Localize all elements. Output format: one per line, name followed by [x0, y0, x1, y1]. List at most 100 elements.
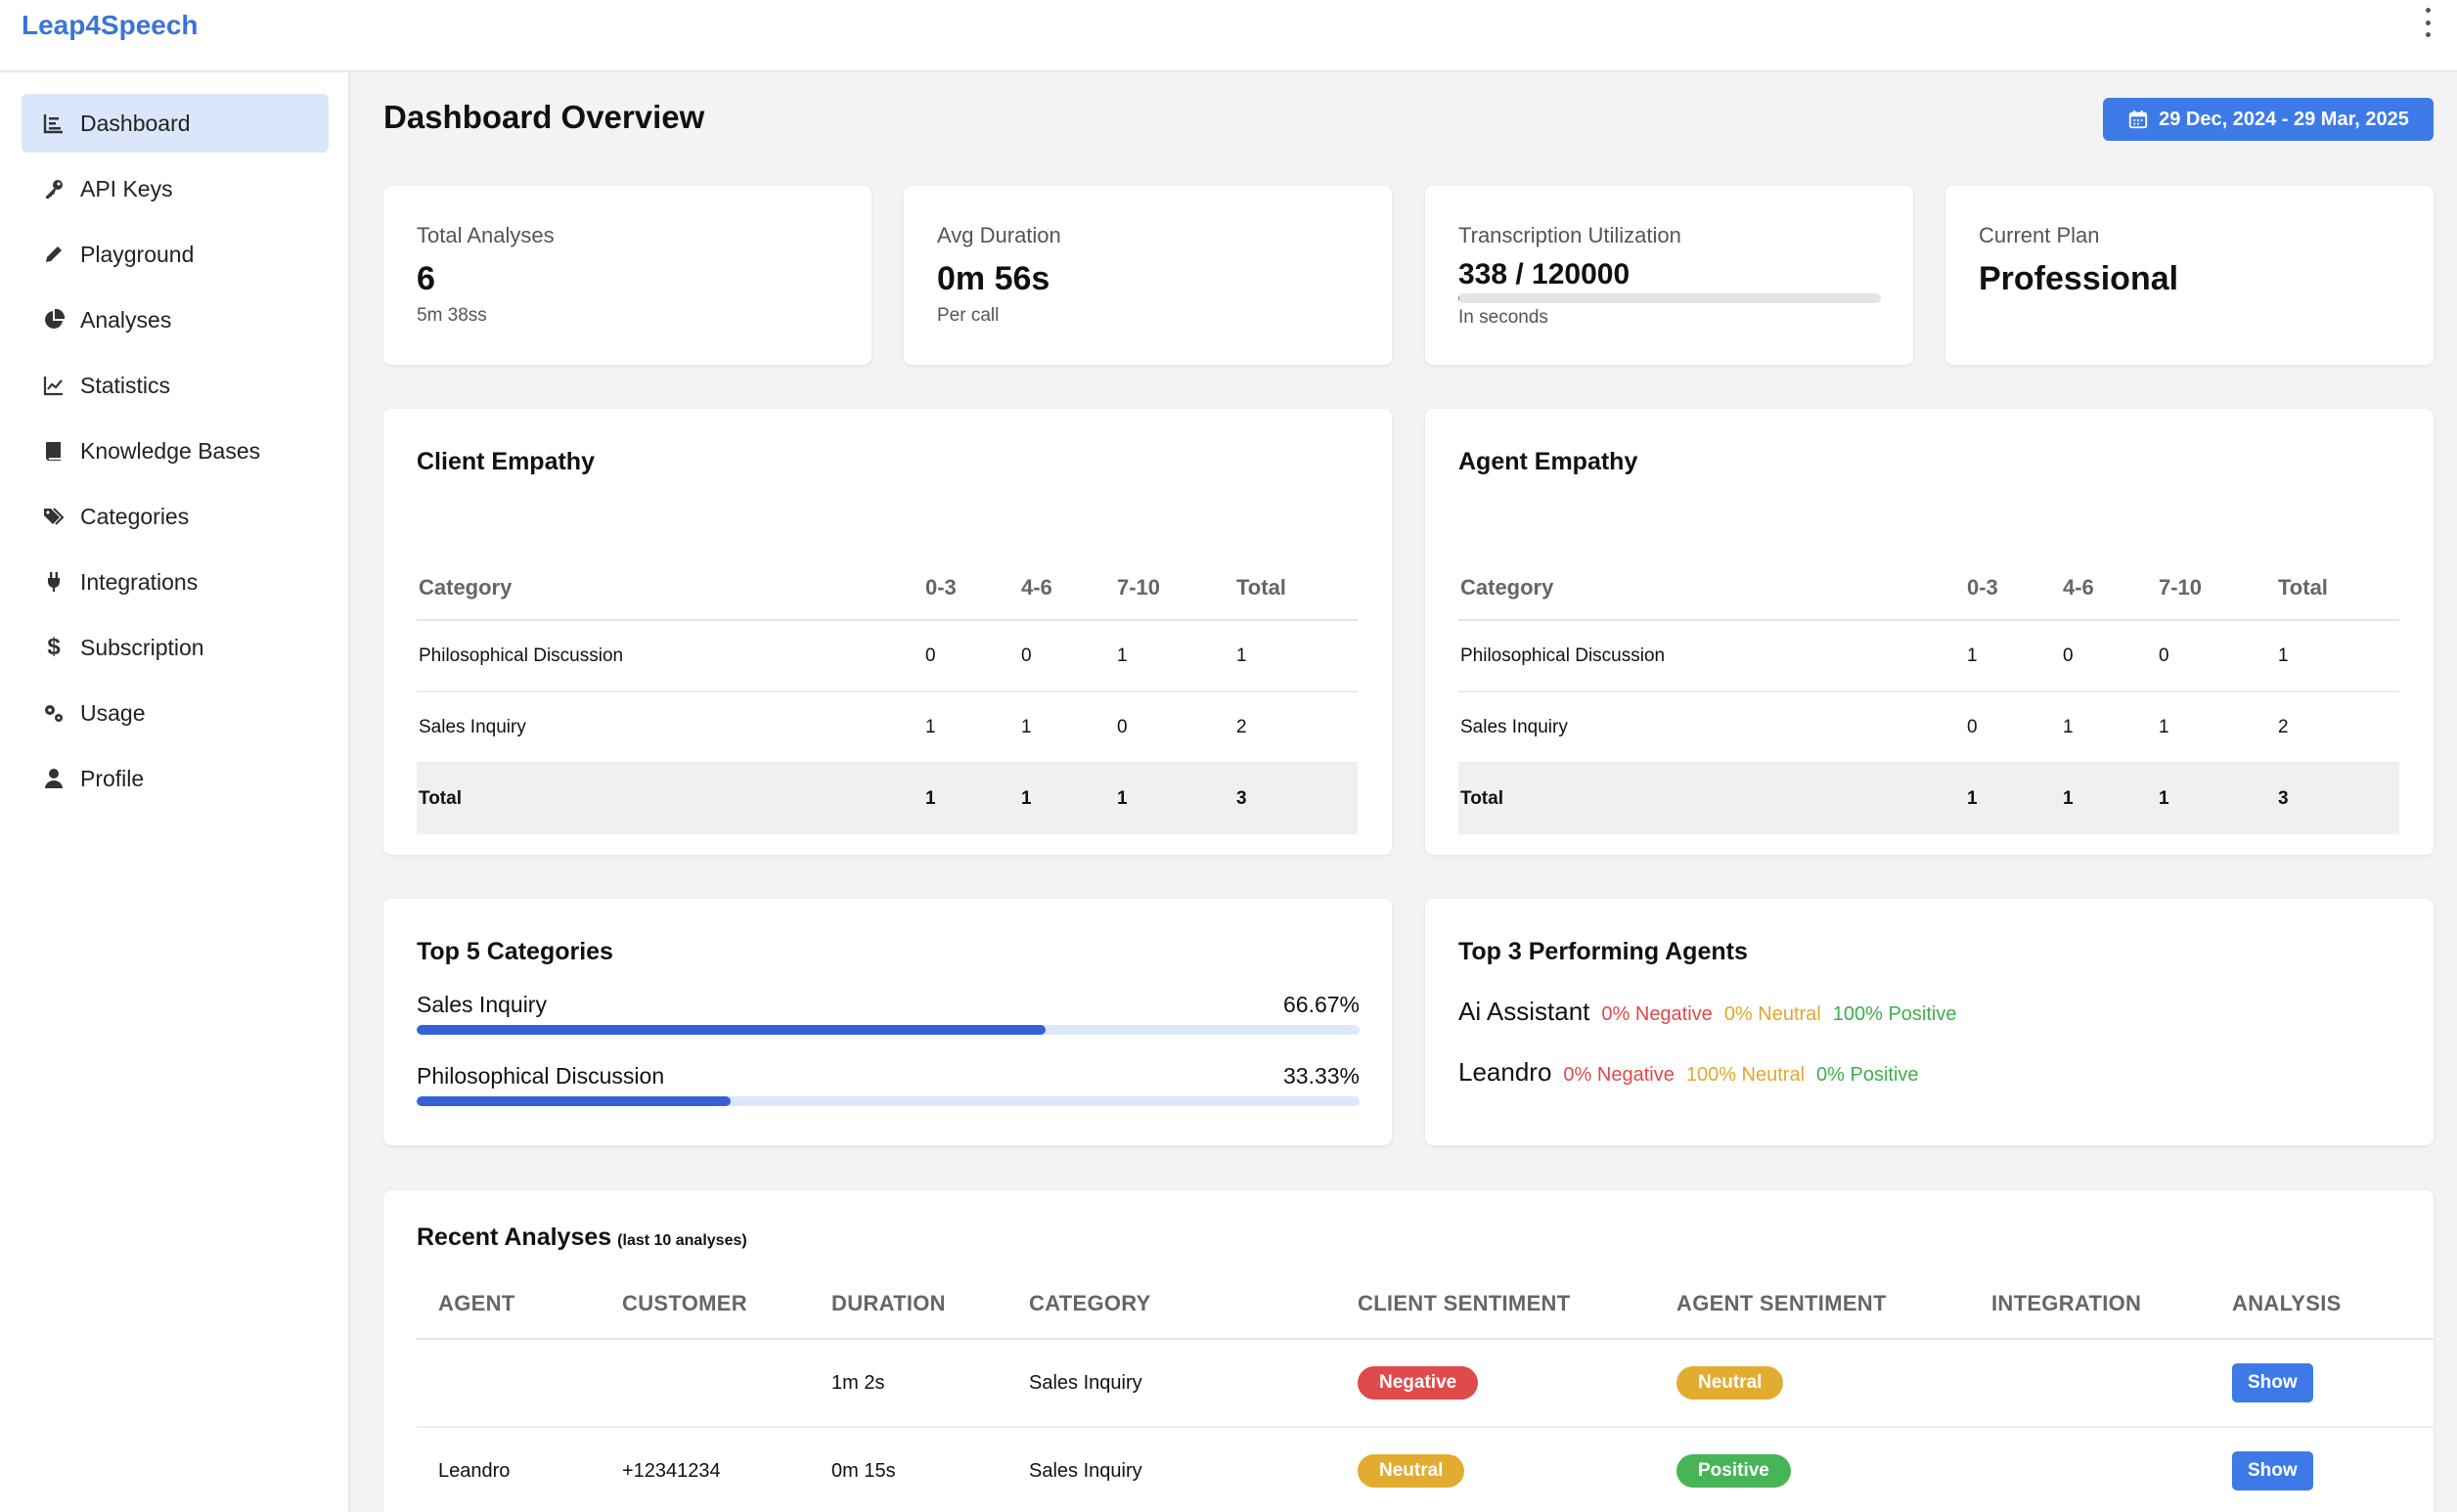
client-empathy-card: Client Empathy Category 0-3 4-6 7-10 Tot…: [383, 409, 1392, 855]
column-header: CUSTOMER: [601, 1268, 810, 1340]
sidebar-item-dashboard[interactable]: Dashboard: [22, 94, 329, 153]
column-header: 0-3: [923, 556, 1019, 621]
stat-label: Current Plan: [1979, 223, 2100, 247]
card-title: Agent Empathy: [1458, 448, 1638, 475]
sidebar-item-label: Playground: [80, 241, 195, 267]
table-cell: 1: [1115, 620, 1234, 692]
category-percent: 66.67%: [1282, 992, 1360, 1017]
sidebar-item-label: Categories: [80, 503, 190, 529]
sidebar-item-profile[interactable]: Profile: [22, 749, 329, 808]
sidebar: Dashboard API Keys Playground Analyses S…: [0, 72, 350, 1512]
stat-value: 6: [417, 260, 435, 297]
top-bar: Leap4Speech: [0, 0, 2457, 72]
client-sentiment-cell: Negative: [1336, 1339, 1655, 1428]
sidebar-item-categories[interactable]: Categories: [22, 487, 329, 546]
analysis-cell: Show: [2211, 1339, 2434, 1428]
table-cell: 0: [1965, 691, 2061, 764]
negative-stat: 0% Negative: [1563, 1064, 1675, 1086]
show-analysis-button[interactable]: Show: [2232, 1363, 2313, 1402]
agent-performance-row: Ai Assistant 0% Negative 0% Neutral 100%…: [1458, 997, 1969, 1027]
column-header: DURATION: [810, 1268, 1007, 1340]
category-progress-fill: [417, 1025, 1046, 1035]
integration-cell: [1970, 1339, 2211, 1428]
sentiment-badge: Neutral: [1676, 1366, 1784, 1400]
stat-value: 338 / 120000: [1458, 258, 1631, 290]
sentiment-badge: Negative: [1358, 1366, 1479, 1400]
agent-sentiment-cell: Positive: [1655, 1427, 1970, 1512]
total-row: Total 1 1 1 3: [417, 763, 1358, 834]
sidebar-item-statistics[interactable]: Statistics: [22, 356, 329, 415]
client-empathy-table: Category 0-3 4-6 7-10 Total Philosophica…: [417, 556, 1358, 834]
table-cell: 0: [1115, 691, 1234, 764]
customer-cell: +12341234: [601, 1427, 810, 1512]
total-row: Total 1 1 1 3: [1458, 763, 2399, 834]
sidebar-item-usage[interactable]: Usage: [22, 684, 329, 742]
card-title: Client Empathy: [417, 448, 595, 475]
more-options-icon[interactable]: [2418, 8, 2437, 37]
table-cell: 3: [2276, 763, 2399, 834]
column-header: ANALYSIS: [2211, 1268, 2434, 1340]
stat-sub: 5m 38ss: [417, 305, 487, 326]
table-cell: 2: [2276, 691, 2399, 764]
page-title: Dashboard Overview: [383, 99, 705, 135]
date-range-button[interactable]: 29 Dec, 2024 - 29 Mar, 2025: [2103, 98, 2434, 141]
brand-logo[interactable]: Leap4Speech: [22, 10, 199, 40]
analysis-cell: Show: [2211, 1427, 2434, 1512]
sidebar-item-label: Profile: [80, 765, 145, 791]
category-progress-track: [417, 1025, 1360, 1035]
table-row: Philosophical Discussion 1 0 0 1: [1458, 620, 2399, 692]
recent-analyses-table: AGENT CUSTOMER DURATION CATEGORY CLIENT …: [417, 1268, 2434, 1512]
sidebar-item-knowledge-bases[interactable]: Knowledge Bases: [22, 422, 329, 480]
sidebar-item-label: Statistics: [80, 372, 171, 398]
current-plan-card: Current Plan Professional: [1945, 186, 2434, 365]
sidebar-item-label: API Keys: [80, 175, 173, 201]
column-header: CLIENT SENTIMENT: [1336, 1268, 1655, 1340]
plug-icon: [41, 569, 67, 595]
category-progress-fill: [417, 1096, 732, 1106]
top-agents-card: Top 3 Performing Agents Ai Assistant 0% …: [1425, 899, 2434, 1145]
neutral-stat: 0% Neutral: [1723, 1003, 1821, 1025]
pencil-icon: [41, 242, 67, 267]
table-cell: Philosophical Discussion: [1458, 620, 1965, 692]
table-row: 1m 2s Sales Inquiry Negative Neutral Sho…: [417, 1339, 2434, 1428]
sidebar-item-label: Knowledge Bases: [80, 437, 261, 464]
total-analyses-card: Total Analyses 6 5m 38ss: [383, 186, 871, 365]
stat-value: 0m 56s: [937, 260, 1050, 297]
table-header-row: Category 0-3 4-6 7-10 Total: [417, 556, 1358, 621]
table-cell: 0: [923, 620, 1019, 692]
sidebar-item-label: Usage: [80, 699, 146, 726]
agent-cell: [417, 1339, 601, 1428]
sidebar-item-subscription[interactable]: $ Subscription: [22, 618, 329, 677]
category-label: Sales Inquiry: [417, 992, 547, 1017]
key-icon: [41, 176, 67, 201]
table-cell: 1: [2061, 763, 2157, 834]
neutral-stat: 100% Neutral: [1685, 1064, 1806, 1086]
sidebar-item-analyses[interactable]: Analyses: [22, 290, 329, 349]
line-chart-icon: [41, 373, 67, 398]
gears-icon: [41, 700, 67, 726]
sidebar-item-playground[interactable]: Playground: [22, 225, 329, 284]
sidebar-item-api-keys[interactable]: API Keys: [22, 159, 329, 218]
show-analysis-button[interactable]: Show: [2232, 1451, 2313, 1490]
column-header: AGENT: [417, 1268, 601, 1340]
sidebar-item-label: Subscription: [80, 634, 204, 660]
column-header: 7-10: [2157, 556, 2276, 621]
category-progress-track: [417, 1096, 1360, 1106]
dollar-icon: $: [47, 634, 61, 660]
table-cell: Sales Inquiry: [417, 691, 923, 764]
table-cell: Philosophical Discussion: [417, 620, 923, 692]
agent-name: Leandro: [1458, 1057, 1552, 1087]
avg-duration-card: Avg Duration 0m 56s Per call: [904, 186, 1392, 365]
stat-label: Avg Duration: [937, 223, 1061, 247]
sentiment-badge: Neutral: [1358, 1454, 1465, 1488]
sidebar-item-integrations[interactable]: Integrations: [22, 553, 329, 611]
user-icon: [41, 766, 67, 791]
table-cell: 1: [923, 763, 1019, 834]
table-cell: 2: [1234, 691, 1358, 764]
table-cell: 1: [923, 691, 1019, 764]
duration-cell: 1m 2s: [810, 1339, 1007, 1428]
column-header: Total: [2276, 556, 2399, 621]
sidebar-item-label: Dashboard: [80, 110, 191, 136]
agent-empathy-card: Agent Empathy Category 0-3 4-6 7-10 Tota…: [1425, 409, 2434, 855]
table-cell: 1: [1019, 763, 1115, 834]
